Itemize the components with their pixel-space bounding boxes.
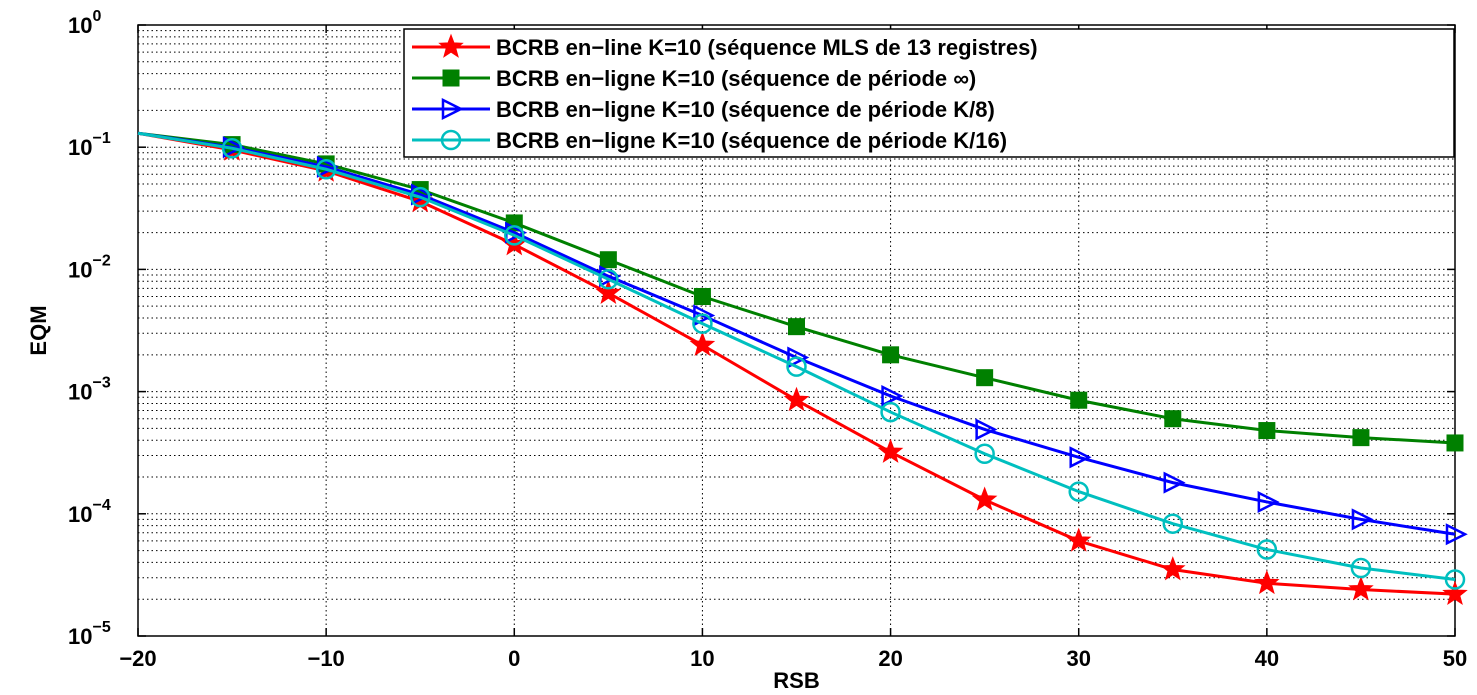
- y-tick-label: 10−3: [68, 375, 111, 405]
- y-tick-label: 10−5: [68, 619, 111, 649]
- data-point: [693, 288, 711, 306]
- data-point: [882, 346, 900, 364]
- x-tick-label: 20: [878, 646, 902, 671]
- data-point: [975, 418, 998, 441]
- data-point: [504, 225, 525, 246]
- data-point: [689, 331, 716, 357]
- legend-box: [403, 28, 1455, 158]
- data-point: [1256, 539, 1278, 560]
- legend-label: BCRB en−ligne K=10 (séquence de période …: [496, 128, 1007, 153]
- legend-label: BCRB en−line K=10 (séquence MLS de 13 re…: [496, 35, 1038, 60]
- series-2: [137, 131, 1464, 452]
- axis-ticks: −20 −10 0 10 20 30 40 50 10−5 10−4 10−3 10−2 10−1 100: [68, 8, 1467, 671]
- legend-entry: BCRB en−ligne K=10 (séquence de période …: [412, 128, 1007, 153]
- data-point: [599, 251, 617, 269]
- legend-entry: BCRB en−line K=10 (séquence MLS de 13 re…: [412, 33, 1038, 60]
- data-point: [1350, 557, 1372, 579]
- y-tick-label: 10−1: [68, 130, 111, 160]
- data-point: [409, 186, 431, 208]
- data-point: [788, 318, 805, 336]
- data-point: [1258, 422, 1276, 440]
- legend-entry: BCRB en−ligne K=10 (séquence de période …: [412, 66, 976, 91]
- data-point: [1163, 471, 1186, 494]
- x-axis-label: RSB: [773, 668, 819, 693]
- series-3: [137, 131, 1468, 546]
- data-point: [315, 159, 337, 180]
- data-point: [1254, 569, 1280, 595]
- data-point: [877, 438, 904, 463]
- data-point: [692, 313, 713, 334]
- data-point: [1069, 446, 1092, 469]
- x-tick-label: 30: [1066, 646, 1090, 671]
- data-point: [786, 356, 807, 377]
- y-axis-label: EQM: [26, 305, 51, 355]
- series-line: [137, 131, 1456, 581]
- data-point: [595, 279, 622, 304]
- data-point: [880, 401, 901, 423]
- data-point: [881, 385, 904, 408]
- x-tick-label: −20: [119, 646, 156, 671]
- legend: BCRB en−line K=10 (séquence MLS de 13 re…: [403, 28, 1455, 158]
- legend-label: BCRB en−ligne K=10 (séquence de période …: [496, 66, 976, 91]
- data-point: [1348, 576, 1374, 601]
- data-point: [1352, 429, 1370, 447]
- data-point: [693, 304, 716, 327]
- y-tick-label: 10−2: [68, 252, 111, 282]
- x-tick-label: 50: [1443, 646, 1467, 671]
- legend-entry: BCRB en−ligne K=10 (séquence de période …: [412, 97, 995, 122]
- plot-area: [137, 24, 1456, 637]
- data-point: [976, 369, 994, 387]
- legend-swatch-marker: [438, 33, 464, 58]
- data-point: [1442, 580, 1468, 606]
- legend-swatch-marker: [440, 129, 462, 151]
- data-point: [1068, 481, 1089, 502]
- data-point: [1445, 523, 1468, 546]
- legend-swatch-marker: [441, 97, 464, 121]
- data-point: [783, 386, 810, 412]
- data-point: [1257, 490, 1280, 513]
- x-tick-label: 10: [690, 646, 714, 671]
- data-point: [1444, 569, 1466, 590]
- series-lines: [137, 131, 1468, 606]
- data-point: [1446, 434, 1464, 452]
- data-point: [1164, 410, 1182, 428]
- series-4: [137, 131, 1466, 590]
- data-point: [787, 346, 810, 369]
- data-point: [1351, 508, 1374, 531]
- x-tick-label: 40: [1255, 646, 1279, 671]
- data-point: [971, 486, 998, 511]
- legend-label: BCRB en−ligne K=10 (séquence de période …: [496, 97, 995, 122]
- data-point: [1160, 556, 1186, 581]
- legend-swatch-marker: [442, 69, 460, 87]
- data-point: [1070, 391, 1088, 409]
- data-point: [974, 443, 995, 465]
- data-point: [221, 138, 243, 159]
- x-tick-label: 0: [508, 646, 520, 671]
- data-point: [1162, 513, 1184, 534]
- y-tick-label: 100: [68, 8, 101, 38]
- data-point: [1065, 527, 1092, 552]
- y-tick-label: 10−4: [68, 497, 111, 527]
- x-tick-label: −10: [307, 646, 344, 671]
- data-point: [598, 269, 619, 290]
